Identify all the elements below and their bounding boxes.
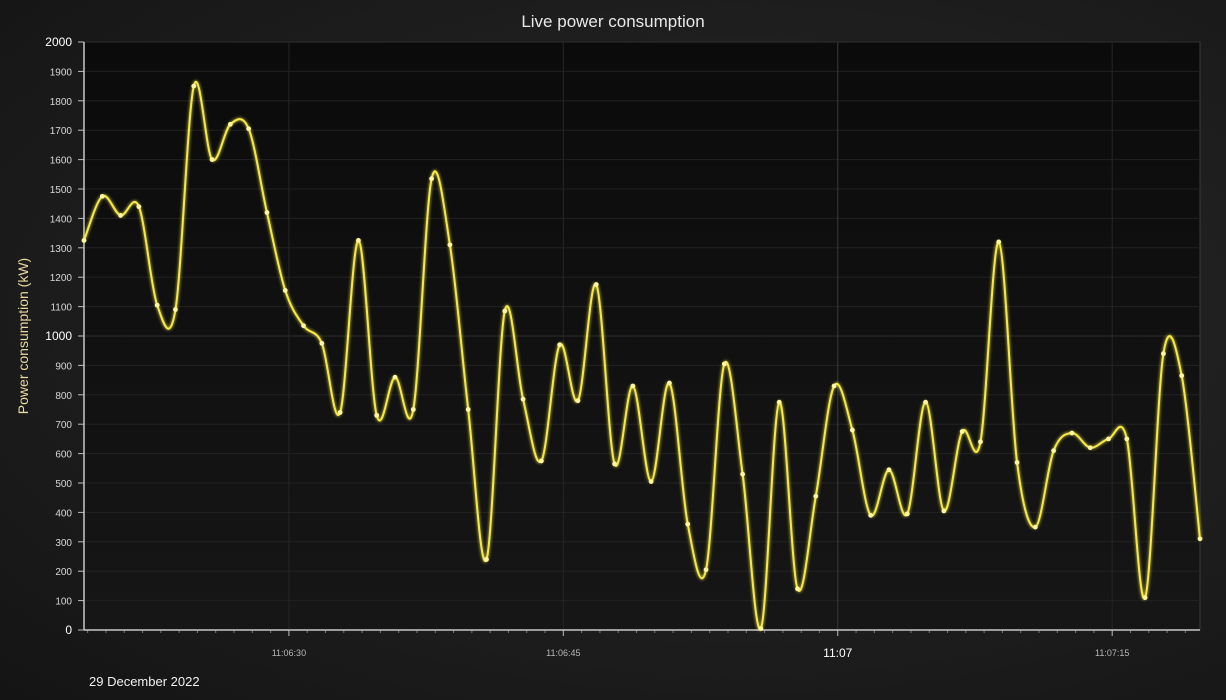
data-point [410,407,416,412]
data-point [557,342,563,348]
y-tick-label: 700 [55,420,72,431]
data-point [1069,430,1075,436]
data-point [959,429,965,434]
data-point [282,288,288,293]
data-point [886,467,892,473]
data-point [154,302,160,308]
x-axis: 11:06:30 11:06:45 11:07 11:07:15 [84,629,1200,660]
data-point [758,626,764,631]
y-tick-label: 100 [55,597,72,608]
data-point [81,238,87,243]
y-tick-label: 1000 [45,329,72,343]
y-tick-label: 1200 [50,273,73,284]
data-point [813,493,819,499]
y-tick-label: 1400 [50,214,73,225]
x-tick-label: 11:07 [823,646,852,660]
data-point [484,557,489,562]
y-tick-label: 600 [55,450,72,461]
data-point [593,282,599,287]
y-tick-label: 1800 [50,97,73,108]
data-point [1124,436,1130,442]
data-point [996,239,1002,245]
data-point [99,193,105,199]
data-point [136,204,142,210]
data-point [191,83,197,89]
data-point [356,238,361,243]
chart-title: Live power consumption [521,12,704,31]
data-point [392,374,398,380]
data-point [685,521,691,527]
data-point [941,508,947,514]
data-point [319,340,325,346]
y-tick-label: 1100 [50,303,72,314]
y-axis-label: Power consumption (kW) [15,258,31,414]
data-point [703,567,709,573]
data-point [209,157,215,163]
y-tick-label: 2000 [45,35,72,49]
data-point [264,210,270,215]
x-tick-label: 11:07:15 [1095,648,1129,658]
data-point [374,412,380,418]
data-point [923,399,928,405]
data-point [301,323,306,329]
y-tick-label: 400 [55,508,72,519]
data-point [520,396,526,402]
data-point [246,126,252,132]
data-point [1161,351,1166,357]
y-tick-label: 900 [55,361,72,372]
grid-lines [84,41,1200,631]
data-point [1014,460,1020,465]
data-point [795,586,800,592]
y-tick-label: 200 [55,567,72,578]
data-point [667,380,672,386]
data-point [776,399,782,405]
data-point [1051,448,1057,454]
y-tick-label: 500 [55,479,72,490]
data-point [868,512,874,518]
y-tick-label: 1900 [50,67,73,78]
y-tick-label: 1300 [50,244,73,255]
data-point [849,427,855,433]
data-point [447,242,453,248]
y-tick-label: 1700 [50,126,73,137]
date-label: 29 December 2022 [89,674,200,689]
data-point [465,407,471,412]
data-point [648,479,654,484]
data-point [630,383,636,389]
data-point [1087,445,1093,451]
data-point [227,121,233,127]
y-tick-label: 1600 [50,156,73,167]
x-tick-label: 11:06:30 [272,648,306,658]
data-point [575,398,581,404]
data-point [1179,373,1185,379]
data-point [502,308,508,314]
y-axis: 0 100 200 300 400 500 600 700 800 900 1000 1100 1200… [45,35,85,637]
data-point [831,383,837,389]
data-point [1032,524,1038,530]
data-point [1106,436,1111,442]
data-point [1142,595,1148,601]
y-tick-label: 800 [55,391,72,402]
data-point [978,439,983,445]
data-point [612,461,617,467]
data-point [740,471,746,477]
series-layer [81,81,1203,631]
data-point [173,307,178,312]
y-tick-label: 300 [55,538,72,549]
y-tick-label: 1500 [50,185,73,196]
data-point [118,213,123,218]
data-point [721,361,727,367]
y-tick-label: 0 [65,623,72,637]
x-tick-label: 11:06:45 [546,648,580,658]
data-point [337,410,343,415]
series-line [83,81,1201,631]
data-point [538,458,544,464]
data-point [429,176,435,182]
data-point [1197,536,1203,542]
data-point [904,511,910,517]
